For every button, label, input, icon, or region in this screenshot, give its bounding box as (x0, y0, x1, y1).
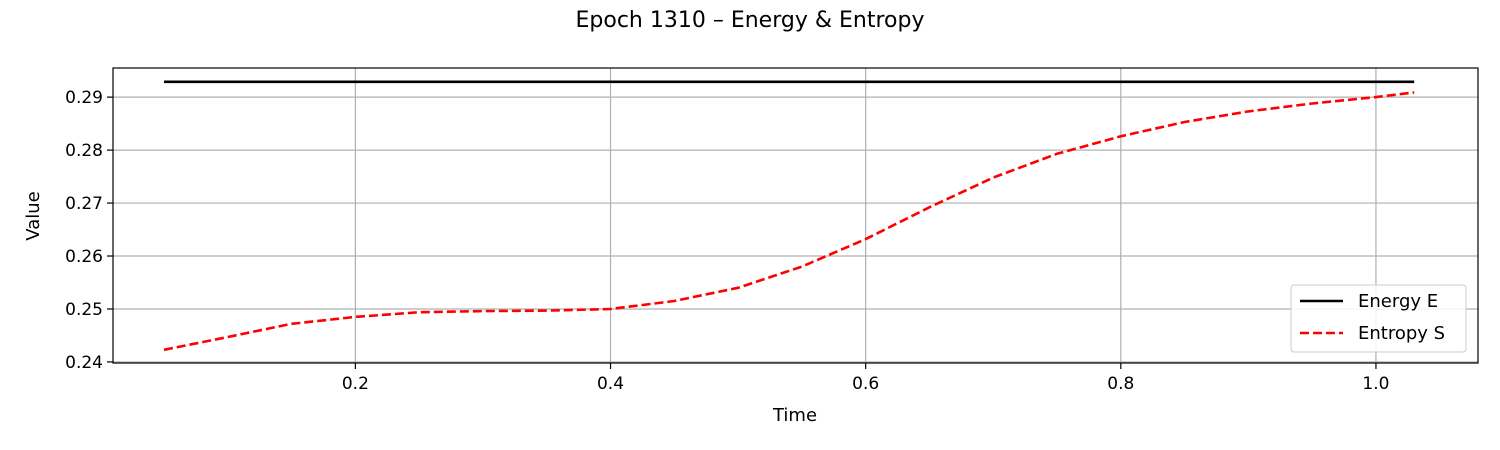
y-tick-label: 0.28 (65, 141, 103, 161)
ticks: 0.2 0.4 0.6 0.8 1.0 0.24 0.25 0.26 0.27 0.28 0.29 (65, 88, 1389, 394)
legend: Energy E Entropy S (1290, 284, 1467, 353)
x-tick-label: 0.2 (342, 374, 369, 394)
y-tick-label: 0.27 (65, 194, 103, 214)
series-group (163, 80, 1415, 352)
x-tick-label: 0.8 (1107, 374, 1134, 394)
legend-label-entropy: Entropy S (1358, 323, 1445, 344)
x-tick-label: 0.6 (852, 374, 879, 394)
x-tick-label: 0.4 (597, 374, 624, 394)
plot-frame (112, 67, 1479, 364)
y-tick-label: 0.25 (65, 300, 103, 320)
entropy-line (163, 91, 1415, 352)
chart-title: Epoch 1310 – Energy & Entropy (576, 8, 925, 33)
grid (113, 68, 1478, 363)
y-tick-label: 0.26 (65, 247, 103, 267)
y-axis-label: Value (23, 191, 44, 240)
x-axis-label: Time (772, 405, 817, 426)
y-tick-label: 0.24 (65, 353, 103, 373)
x-tick-label: 1.0 (1362, 374, 1389, 394)
legend-label-energy: Energy E (1358, 291, 1438, 312)
y-tick-label: 0.29 (65, 88, 103, 108)
